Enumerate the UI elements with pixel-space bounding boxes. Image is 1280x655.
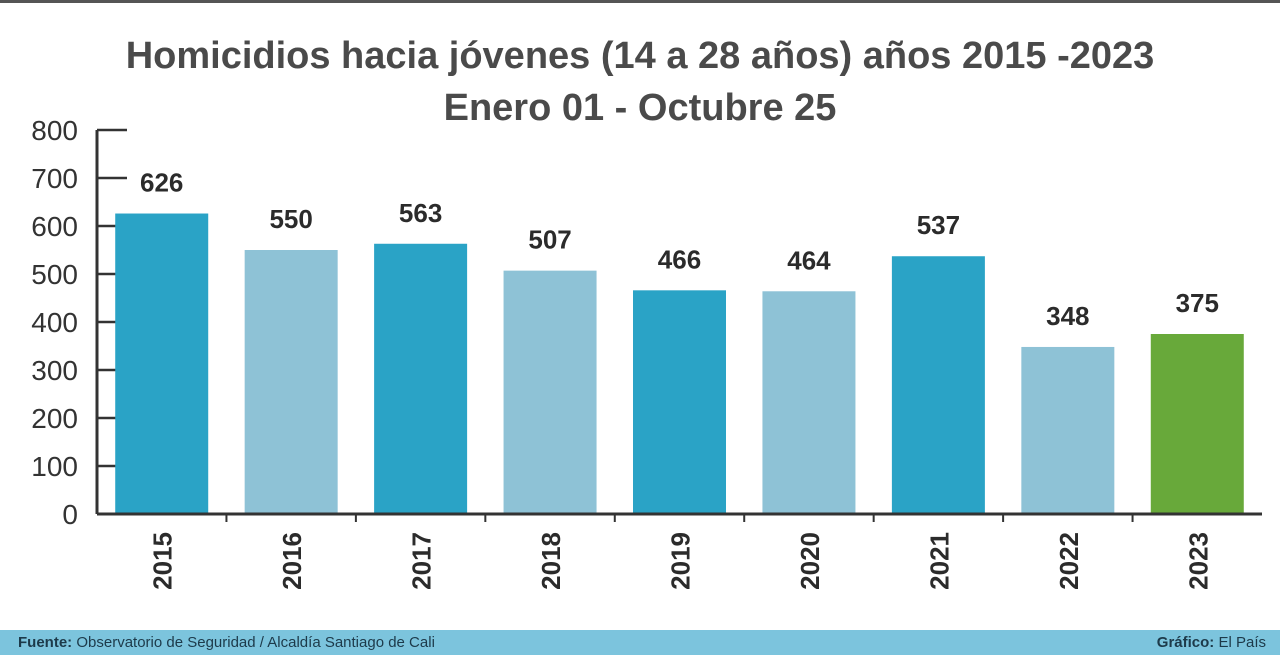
value-labels: 626 550 563 507 466 464 537 348 375 <box>140 168 1219 331</box>
credit-text: El País <box>1218 634 1266 651</box>
y-tick-label: 100 <box>31 451 78 482</box>
x-tick-label: 2023 <box>1183 532 1213 590</box>
footer-source: Fuente: Observatorio de Seguridad / Alca… <box>18 630 435 655</box>
y-tick-label: 400 <box>31 307 78 338</box>
value-label: 626 <box>140 168 183 198</box>
value-label: 563 <box>399 198 442 228</box>
y-tick-label: 800 <box>31 115 78 146</box>
source-label: Fuente: <box>18 634 73 651</box>
chart-title: Homicidios hacia jóvenes (14 a 28 años) … <box>125 35 1155 77</box>
bar-2023 <box>1150 334 1244 514</box>
bar-2020 <box>762 291 856 514</box>
value-label: 466 <box>658 244 701 274</box>
value-label: 507 <box>528 225 571 255</box>
source-text: Observatorio de Seguridad / Alcaldía San… <box>76 634 435 651</box>
footer: Fuente: Observatorio de Seguridad / Alca… <box>0 630 1280 655</box>
y-tick-label: 300 <box>31 355 78 386</box>
bar-2022 <box>1021 346 1115 514</box>
x-tick-label: 2017 <box>407 532 437 590</box>
y-tick-label: 0 <box>62 499 78 530</box>
y-tick-label: 600 <box>31 211 78 242</box>
bars <box>115 213 1244 514</box>
bar-2021 <box>891 256 985 514</box>
value-label: 464 <box>787 245 831 275</box>
bar-2015 <box>115 213 209 514</box>
chart-subtitle: Enero 01 - Octubre 25 <box>443 87 837 129</box>
chart-title-block: Homicidios hacia jóvenes (14 a 28 años) … <box>0 30 1280 134</box>
x-tick-label: 2019 <box>666 532 696 590</box>
x-tick-label: 2018 <box>536 532 566 590</box>
bar-2017 <box>374 243 468 514</box>
y-tick-label: 500 <box>31 259 78 290</box>
y-tick-label: 200 <box>31 403 78 434</box>
footer-credit: Gráfico: El País <box>1157 630 1266 655</box>
x-axis: 2015 2016 2017 2018 2019 2020 2021 2022 2023 <box>97 512 1262 590</box>
top-rule <box>0 0 1280 3</box>
y-tick-label: 700 <box>31 163 78 194</box>
value-label: 537 <box>917 210 960 240</box>
value-label: 348 <box>1046 301 1089 331</box>
x-tick-label: 2021 <box>924 532 954 590</box>
credit-label: Gráfico: <box>1156 634 1215 651</box>
value-label: 375 <box>1176 288 1219 318</box>
x-tick-label: 2022 <box>1054 532 1084 590</box>
x-tick-label: 2016 <box>277 532 307 590</box>
y-axis: 0 100 200 300 400 500 600 700 800 <box>31 115 127 530</box>
value-label: 550 <box>269 204 312 234</box>
x-tick-label: 2015 <box>148 532 178 590</box>
bar-2019 <box>633 290 726 514</box>
bar-2016 <box>244 250 338 514</box>
bar-chart: 0 100 200 300 400 500 600 700 800 626 550 563 507 46… <box>31 115 1262 590</box>
bar-2018 <box>503 270 597 514</box>
x-tick-label: 2020 <box>795 532 825 590</box>
